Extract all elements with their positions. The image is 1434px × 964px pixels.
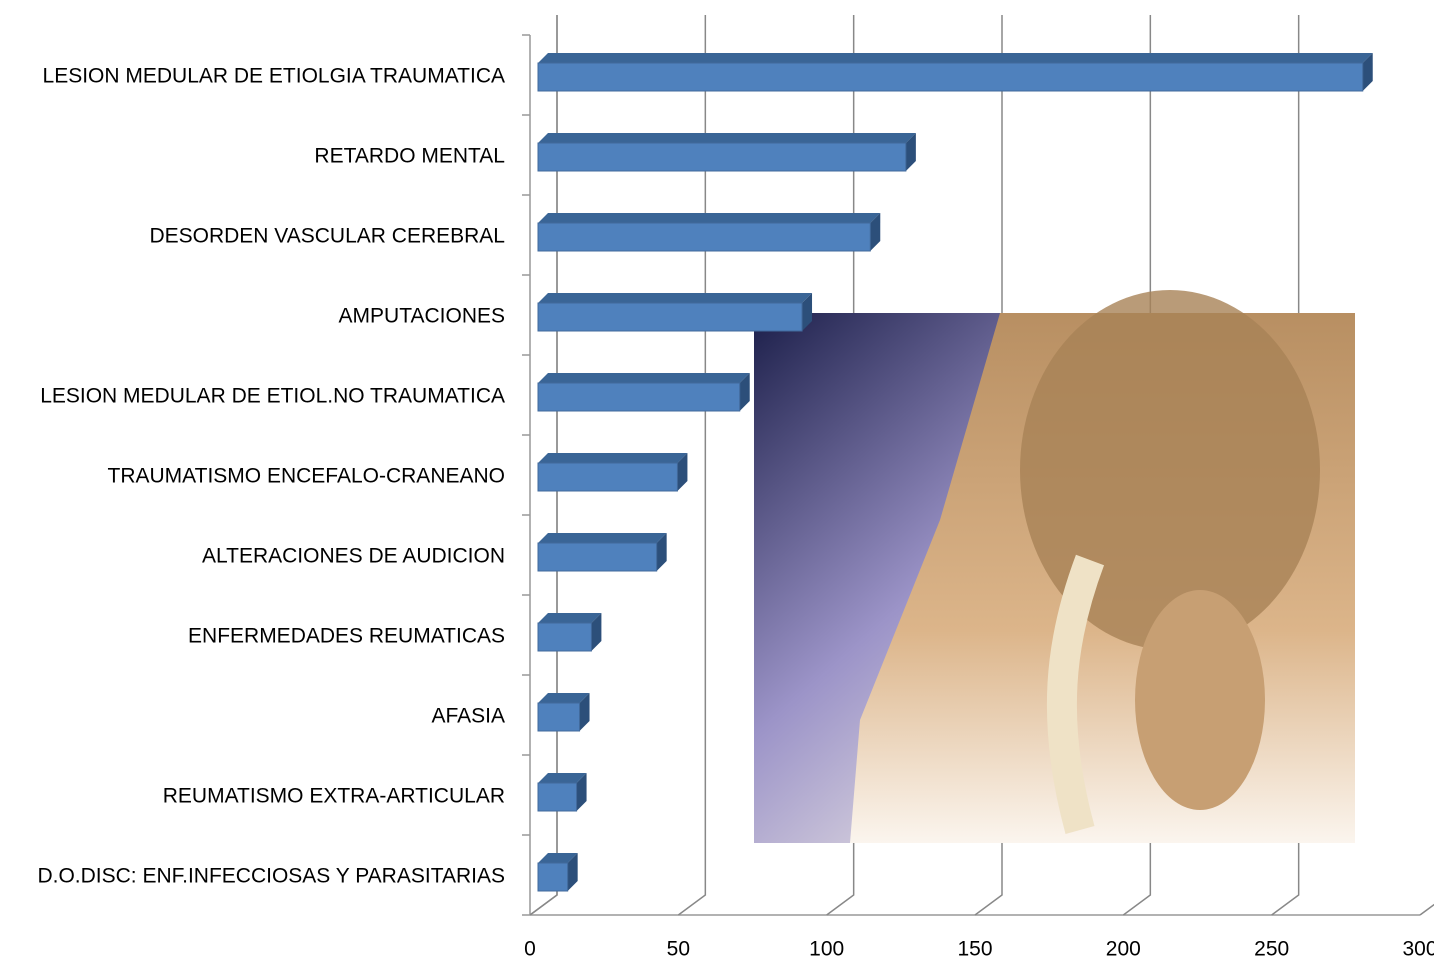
y-tick-label: ALTERACIONES DE AUDICION <box>202 545 505 568</box>
bar-front <box>537 382 741 412</box>
bar-front <box>537 702 581 732</box>
grid-line <box>1271 15 1300 916</box>
bar <box>537 533 667 572</box>
bar-top <box>538 773 587 783</box>
bar <box>537 613 602 652</box>
bar-front <box>537 62 1364 92</box>
illustration <box>754 290 1355 843</box>
bar-top <box>538 453 688 463</box>
bar-top <box>538 213 881 223</box>
bar-top <box>538 133 916 143</box>
bar-front <box>537 542 658 572</box>
bar-side <box>905 133 916 171</box>
y-tick-label: LESION MEDULAR DE ETIOLGIA TRAUMATICA <box>43 65 505 88</box>
bar-front <box>537 622 592 652</box>
bar-front <box>537 462 678 492</box>
bars <box>537 53 1373 892</box>
grid-line <box>1419 903 1434 916</box>
bar <box>537 693 590 732</box>
bar-front <box>537 782 578 812</box>
y-tick-label: AMPUTACIONES <box>339 305 505 328</box>
bar-side <box>567 853 578 891</box>
bar <box>537 373 750 412</box>
bar-top <box>538 533 667 543</box>
bar-top <box>538 853 578 863</box>
x-tick-label: 150 <box>957 938 992 961</box>
bar-side <box>1362 53 1373 91</box>
y-tick-label: RETARDO MENTAL <box>314 145 505 168</box>
x-tick-label: 100 <box>809 938 844 961</box>
bar-side <box>579 693 590 731</box>
bar-side <box>677 453 688 491</box>
bar-top <box>538 293 813 303</box>
bar-side <box>656 533 667 571</box>
bar <box>537 133 916 172</box>
bar <box>537 53 1373 92</box>
bar <box>537 773 587 812</box>
x-tick-label: 300 <box>1402 938 1434 961</box>
x-tick-label: 250 <box>1254 938 1289 961</box>
bar-front <box>537 142 907 172</box>
x-tick-label: 50 <box>667 938 690 961</box>
y-tick-label: LESION MEDULAR DE ETIOL.NO TRAUMATICA <box>40 385 505 408</box>
bar-side <box>870 213 881 251</box>
bar-front <box>537 222 871 252</box>
bar <box>537 453 688 492</box>
bar <box>537 853 578 892</box>
bar-top <box>538 693 590 703</box>
y-tick-label: D.O.DISC: ENF.INFECCIOSAS Y PARASITARIAS <box>37 865 505 888</box>
grid-line <box>974 15 1003 916</box>
y-tick-label: DESORDEN VASCULAR CEREBRAL <box>149 225 505 248</box>
x-tick-label: 0 <box>524 938 536 961</box>
bar-side <box>591 613 602 651</box>
bar-side <box>576 773 587 811</box>
bar-side <box>802 293 813 331</box>
bar-top <box>538 373 750 383</box>
grid-line <box>826 15 855 916</box>
bar-front <box>537 862 569 892</box>
y-tick-label: REUMATISMO EXTRA-ARTICULAR <box>163 785 505 808</box>
bar-front <box>537 302 803 332</box>
y-tick-label: TRAUMATISMO ENCEFALO-CRANEANO <box>108 465 505 488</box>
bar <box>537 213 881 252</box>
bar <box>537 293 813 332</box>
y-tick-label: AFASIA <box>431 705 505 728</box>
bar-side <box>739 373 750 411</box>
bar-top <box>538 53 1373 63</box>
x-tick-label: 200 <box>1106 938 1141 961</box>
bar-top <box>538 613 602 623</box>
y-tick-label: ENFERMEDADES REUMATICAS <box>188 625 505 648</box>
